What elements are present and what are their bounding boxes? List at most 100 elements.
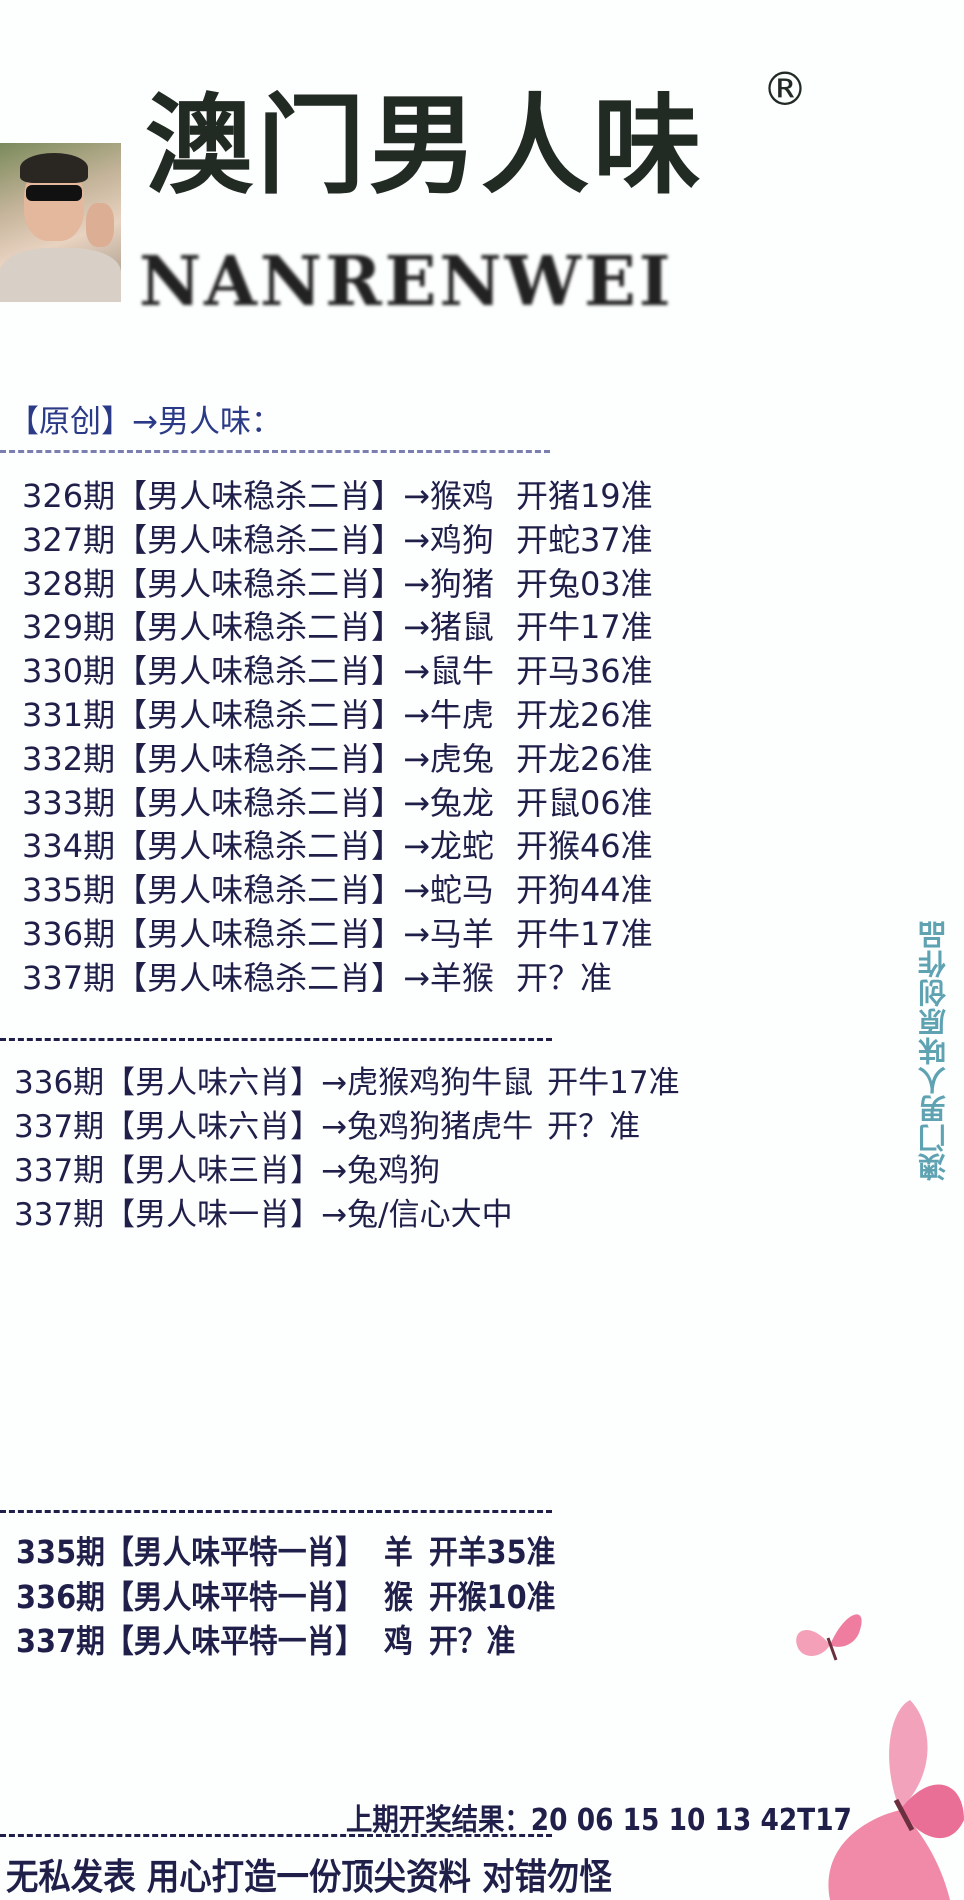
two-xiao-row: 326期【男人味稳杀二肖】→猴鸡 开猪19准	[22, 474, 653, 518]
pick: →蛇马	[403, 871, 494, 910]
ping-te-row: 335期【男人味平特一肖】羊开羊35准	[16, 1530, 555, 1574]
row-label: 【男人味平特一肖】	[104, 1533, 365, 1571]
row-label: 【男人味稳杀二肖】	[115, 871, 404, 910]
row-label: 【男人味稳杀二肖】	[115, 696, 404, 734]
butterfly-large-icon	[828, 1700, 964, 1900]
divider	[0, 1834, 552, 1837]
period: 329期	[22, 608, 116, 647]
row-label: 【男人味平特一肖】	[104, 1622, 365, 1660]
last-draw-result: 上期开奖结果：20 06 15 10 13 42T17	[346, 1803, 852, 1838]
result: 开龙26准	[515, 739, 653, 778]
row-label: 【男人味一肖】	[104, 1197, 322, 1233]
row-label: 【男人味稳杀二肖】	[115, 520, 404, 559]
two-xiao-row: 328期【男人味稳杀二肖】→狗猪 开兔03准	[22, 562, 653, 606]
result: 开猴10准	[428, 1577, 556, 1616]
pick: →牛虎	[403, 696, 494, 734]
pick: →虎猴鸡狗牛鼠	[321, 1065, 534, 1101]
two-xiao-row: 336期【男人味稳杀二肖】→马羊 开牛17准	[22, 912, 653, 956]
row-label: 【男人味稳杀二肖】	[115, 608, 404, 647]
pick: →狗猪	[403, 564, 494, 603]
pick: →虎兔	[403, 739, 494, 778]
result: 开狗44准	[515, 871, 653, 910]
row-label: 【男人味稳杀二肖】	[115, 827, 404, 866]
period: 326期	[22, 477, 116, 515]
period: 337期	[14, 1153, 105, 1189]
result: 开牛17准	[515, 608, 653, 647]
row-label: 【男人味稳杀二肖】	[115, 958, 404, 997]
brand-latin: NANRENWEI	[139, 242, 674, 322]
period: 330期	[22, 652, 116, 691]
result: 开猪19准	[515, 477, 653, 515]
ping-te-row: 336期【男人味平特一肖】猴开猴10准	[16, 1575, 555, 1619]
pick: →兔鸡狗猪虎牛	[321, 1109, 534, 1145]
period: 336期	[14, 1065, 105, 1101]
registered-mark: ®	[762, 62, 808, 116]
period: 333期	[22, 783, 116, 822]
pick: →兔鸡狗	[321, 1153, 441, 1189]
two-xiao-row: 331期【男人味稳杀二肖】→牛虎 开龙26准	[22, 693, 653, 737]
intro-label: 【原创】→男人味：	[8, 404, 282, 440]
period: 335期	[16, 1533, 105, 1571]
result: 开？准	[428, 1622, 516, 1660]
multi-xiao-row: 337期【男人味三肖】→兔鸡狗	[14, 1149, 454, 1193]
pick: →羊猴	[403, 958, 494, 997]
row-label: 【男人味稳杀二肖】	[115, 783, 404, 822]
period: 331期	[22, 696, 116, 734]
result: 开牛17准	[515, 915, 653, 953]
result: 开龙26准	[515, 696, 653, 734]
pick: →兔龙	[403, 783, 494, 822]
pick: →鼠牛	[403, 652, 494, 691]
pick: 猴	[383, 1577, 413, 1616]
divider	[0, 1038, 552, 1041]
row-label: 【男人味三肖】	[104, 1153, 322, 1189]
pick: →鸡狗	[403, 520, 494, 559]
period: 335期	[22, 871, 116, 910]
pick: 鸡	[383, 1622, 413, 1660]
result: 开蛇37准	[515, 520, 653, 559]
result: 开？准	[515, 958, 612, 997]
period: 337期	[14, 1109, 105, 1145]
pick: →猪鼠	[403, 608, 494, 647]
row-label: 【男人味稳杀二肖】	[115, 739, 404, 778]
multi-xiao-row: 336期【男人味六肖】→虎猴鸡狗牛鼠 开牛17准	[14, 1061, 680, 1105]
row-label: 【男人味六肖】	[104, 1109, 322, 1145]
pick: →龙蛇	[403, 827, 494, 866]
result: 开马36准	[515, 652, 653, 691]
result: 开兔03准	[515, 564, 653, 603]
result: 开鼠06准	[515, 783, 653, 822]
ping-te-row: 337期【男人味平特一肖】鸡开？准	[16, 1619, 515, 1663]
result: 开羊35准	[428, 1533, 556, 1571]
pick: 羊	[383, 1533, 413, 1571]
two-xiao-row: 333期【男人味稳杀二肖】→兔龙 开鼠06准	[22, 781, 653, 825]
two-xiao-row: 330期【男人味稳杀二肖】→鼠牛 开马36准	[22, 649, 653, 693]
butterfly-small-icon	[796, 1614, 862, 1661]
multi-xiao-row: 337期【男人味一肖】→兔/信心大中	[14, 1193, 527, 1237]
pick: →马羊	[403, 915, 494, 953]
row-label: 【男人味稳杀二肖】	[115, 564, 404, 603]
two-xiao-row: 332期【男人味稳杀二肖】→虎兔 开龙26准	[22, 737, 653, 781]
two-xiao-row: 335期【男人味稳杀二肖】→蛇马 开狗44准	[22, 868, 653, 912]
site-title: 澳门男人味	[145, 84, 706, 209]
two-xiao-row: 327期【男人味稳杀二肖】→鸡狗 开蛇37准	[22, 518, 653, 562]
pick: →兔/信心大中	[321, 1197, 513, 1233]
two-xiao-row: 329期【男人味稳杀二肖】→猪鼠 开牛17准	[22, 605, 653, 649]
period: 337期	[22, 958, 116, 997]
multi-xiao-row: 337期【男人味六肖】→兔鸡狗猪虎牛 开？准	[14, 1105, 640, 1149]
two-xiao-row: 334期【男人味稳杀二肖】→龙蛇 开猴46准	[22, 824, 653, 868]
footer-slogan: 无私发表 用心打造一份顶尖资料 对错勿怪	[6, 1857, 612, 1898]
period: 334期	[22, 827, 116, 866]
divider	[0, 450, 550, 453]
side-watermark: 澳门男人味原创作品	[917, 920, 950, 1181]
divider	[0, 1510, 552, 1513]
period: 337期	[16, 1622, 105, 1660]
row-label: 【男人味稳杀二肖】	[115, 477, 404, 515]
result: 开？准	[547, 1109, 641, 1145]
period: 337期	[14, 1197, 105, 1233]
period: 332期	[22, 739, 116, 778]
pick: →猴鸡	[403, 477, 494, 515]
two-xiao-row: 337期【男人味稳杀二肖】→羊猴 开？准	[22, 956, 612, 1000]
row-label: 【男人味稳杀二肖】	[115, 915, 404, 953]
row-label: 【男人味平特一肖】	[104, 1577, 365, 1616]
period: 336期	[22, 915, 116, 953]
period: 328期	[22, 564, 116, 603]
